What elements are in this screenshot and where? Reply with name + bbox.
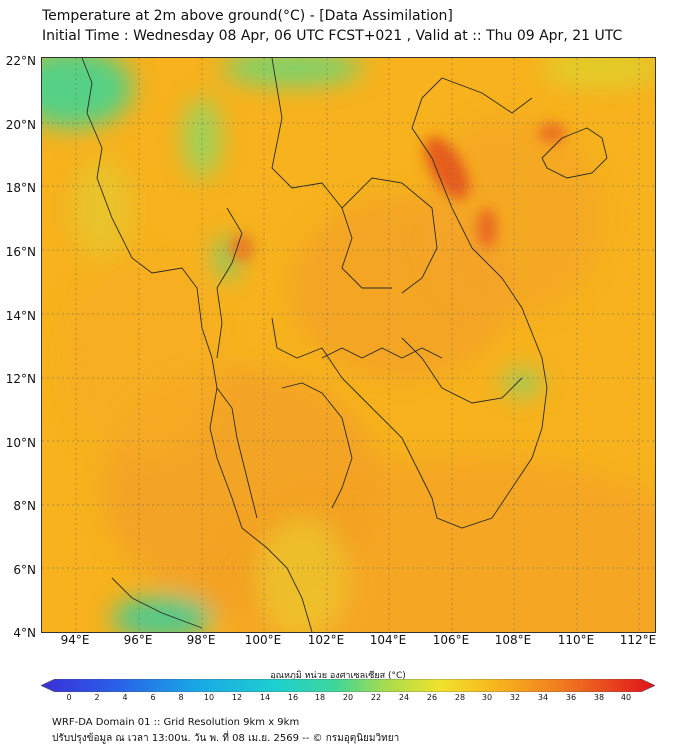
colorbar-tick-36: 36 <box>565 693 577 702</box>
lat-label-14n: 14°N <box>5 309 36 323</box>
lon-label-112e: 112°E <box>619 633 657 647</box>
lat-label-20n: 20°N <box>5 118 36 132</box>
colorbar-tick-20: 20 <box>342 693 354 702</box>
lat-label-8n: 8°N <box>13 499 36 513</box>
lat-label-18n: 18°N <box>5 181 36 195</box>
lon-label-108e: 108°E <box>494 633 532 647</box>
lon-label-106e: 106°E <box>432 633 470 647</box>
lat-label-4n: 4°N <box>13 626 36 640</box>
graticule <box>42 58 655 632</box>
colorbar-tick-28: 28 <box>454 693 466 702</box>
colorbar-title: อุณหภูมิ หน่วย องศาเซลเซียส (°C) <box>270 671 406 681</box>
colorbar-tick-30: 30 <box>481 693 493 702</box>
lat-label-16n: 16°N <box>5 245 36 259</box>
hot-spots <box>230 123 566 262</box>
colorbar-tick-14: 14 <box>259 693 271 702</box>
colorbar-tick-0: 0 <box>66 693 72 702</box>
colorbar-tick-32: 32 <box>509 693 521 702</box>
map-subtitle: Initial Time : Wednesday 08 Apr, 06 UTC … <box>42 28 623 44</box>
colorbar-tick-34: 34 <box>537 693 549 702</box>
temperature-field <box>42 58 655 632</box>
lon-label-94e: 94°E <box>60 633 90 647</box>
colorbar-tick-40: 40 <box>620 693 632 702</box>
lat-label-6n: 6°N <box>13 563 36 577</box>
colorbar-tick-26: 26 <box>426 693 438 702</box>
colorbar-tick-4: 4 <box>122 693 128 702</box>
colorbar-tick-24: 24 <box>398 693 410 702</box>
lon-label-98e: 98°E <box>186 633 216 647</box>
lon-label-102e: 102°E <box>307 633 345 647</box>
lon-label-110e: 110°E <box>557 633 595 647</box>
colorbar-tick-22: 22 <box>370 693 382 702</box>
colorbar-tick-8: 8 <box>178 693 184 702</box>
colorbar-tick-10: 10 <box>203 693 215 702</box>
colorbar <box>41 679 655 692</box>
lon-label-100e: 100°E <box>244 633 282 647</box>
colorbar-tick-6: 6 <box>150 693 156 702</box>
colorbar-tick-2: 2 <box>94 693 100 702</box>
lon-label-96e: 96°E <box>123 633 153 647</box>
colorbar-tick-18: 18 <box>314 693 326 702</box>
footer-update-info: ปรับปรุงข้อมูล ณ เวลา 13:00น. วัน พ. ที่… <box>52 733 400 744</box>
map-title: Temperature at 2m above ground(°C) - [Da… <box>42 8 453 24</box>
lat-label-22n: 22°N <box>5 54 36 68</box>
lat-label-12n: 12°N <box>5 372 36 386</box>
colorbar-tick-16: 16 <box>287 693 299 702</box>
temperature-map <box>41 57 656 633</box>
colorbar-tick-12: 12 <box>231 693 243 702</box>
lat-label-10n: 10°N <box>5 436 36 450</box>
map-canvas <box>42 58 655 632</box>
colorbar-tick-38: 38 <box>593 693 605 702</box>
footer-model-info: WRF-DA Domain 01 :: Grid Resolution 9km … <box>52 717 300 728</box>
lon-label-104e: 104°E <box>369 633 407 647</box>
